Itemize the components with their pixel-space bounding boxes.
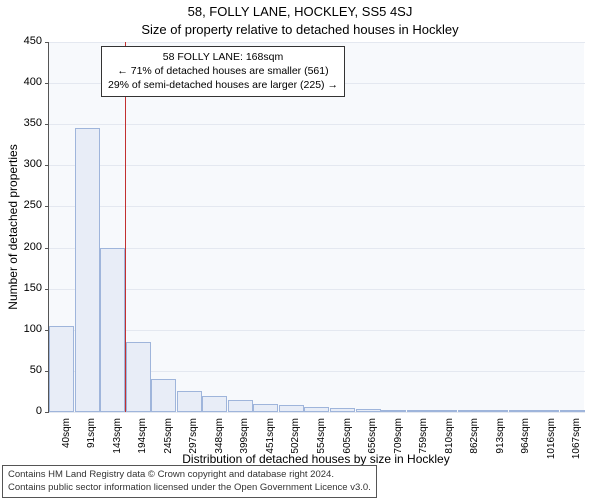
y-tick-label: 200 xyxy=(14,241,42,253)
y-tick-label: 50 xyxy=(14,364,42,376)
bar xyxy=(534,410,559,412)
footer-line-2: Contains public sector information licen… xyxy=(8,482,371,494)
footer-attribution: Contains HM Land Registry data © Crown c… xyxy=(2,465,377,498)
bar xyxy=(509,410,534,412)
gridline xyxy=(49,412,585,413)
bar xyxy=(253,404,278,412)
bar xyxy=(151,379,176,412)
page: 58, FOLLY LANE, HOCKLEY, SS5 4SJ Size of… xyxy=(0,0,600,500)
y-axis-label: Number of detached properties xyxy=(6,42,22,412)
bar xyxy=(330,408,355,412)
footer-line-1: Contains HM Land Registry data © Crown c… xyxy=(8,469,371,481)
bar xyxy=(483,410,508,412)
y-tick-label: 450 xyxy=(14,35,42,47)
y-tick-label: 350 xyxy=(14,117,42,129)
bar xyxy=(432,410,457,412)
annotation-line-3: 29% of semi-detached houses are larger (… xyxy=(108,78,338,92)
bar xyxy=(177,391,202,412)
annotation-box: 58 FOLLY LANE: 168sqm ← 71% of detached … xyxy=(101,46,345,97)
bar xyxy=(202,396,227,412)
histogram-bars xyxy=(49,42,585,412)
y-tick-label: 150 xyxy=(14,282,42,294)
x-axis-label: Distribution of detached houses by size … xyxy=(48,452,584,466)
bar xyxy=(381,410,406,412)
bar xyxy=(75,128,100,412)
y-tick-label: 0 xyxy=(14,405,42,417)
bar xyxy=(304,407,329,412)
y-tick-label: 400 xyxy=(14,76,42,88)
bar xyxy=(126,342,151,412)
bar xyxy=(279,405,304,412)
plot-area: 58 FOLLY LANE: 168sqm ← 71% of detached … xyxy=(48,42,585,413)
y-tick-label: 250 xyxy=(14,199,42,211)
page-subtitle: Size of property relative to detached ho… xyxy=(0,22,600,37)
bar xyxy=(407,410,432,412)
bar xyxy=(458,410,483,412)
bar xyxy=(228,400,253,412)
chart-region: 58 FOLLY LANE: 168sqm ← 71% of detached … xyxy=(48,42,584,412)
bar xyxy=(356,409,381,412)
bar xyxy=(49,326,74,412)
annotation-line-1: 58 FOLLY LANE: 168sqm xyxy=(108,50,338,64)
annotation-line-2: ← 71% of detached houses are smaller (56… xyxy=(108,64,338,78)
y-tick-label: 300 xyxy=(14,158,42,170)
bar xyxy=(100,248,125,412)
bar xyxy=(560,410,585,412)
y-tick-label: 100 xyxy=(14,323,42,335)
page-title-address: 58, FOLLY LANE, HOCKLEY, SS5 4SJ xyxy=(0,4,600,19)
